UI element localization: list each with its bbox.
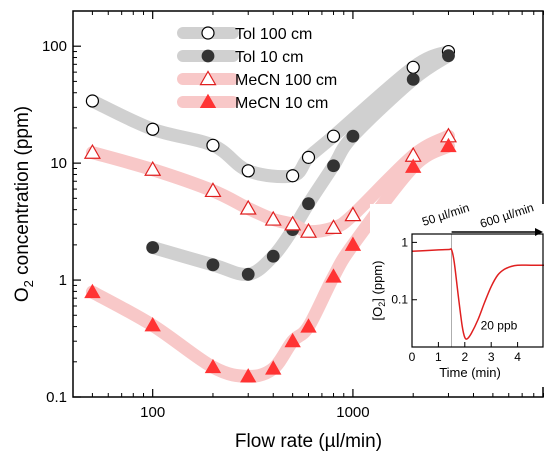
data-point-s1-p1 <box>206 258 220 272</box>
y-tick-label-2: 10 <box>50 155 67 172</box>
data-point-s3-p8 <box>344 236 362 251</box>
data-point-s0-p3 <box>241 164 255 178</box>
legend-label-3: MeCN 10 cm <box>235 95 328 112</box>
data-point-s2-p4 <box>264 210 282 226</box>
data-point-s2-p2 <box>204 182 222 198</box>
data-point-s3-p7 <box>325 268 342 283</box>
y-tick-label-1: 1 <box>59 272 67 289</box>
inset-y-tick-label-0: 0.1 <box>391 293 408 307</box>
data-point-s2-p0 <box>83 143 101 159</box>
x-tick-label-0: 100 <box>140 404 165 421</box>
data-point-s3-p0 <box>84 283 101 299</box>
inset-y-label-text: [O <box>370 307 385 321</box>
data-point-s2-p7 <box>324 219 343 235</box>
inset-plot: 0 1 2 3 40.11 50 µl/min 600 µl/min 20 ppb Ti… <box>370 200 544 387</box>
data-point-s1-p8 <box>406 73 420 86</box>
y-tick-label-0: 0.1 <box>46 389 67 406</box>
data-point-s0-p0 <box>85 94 100 108</box>
data-point-s0-p1 <box>146 122 160 136</box>
main-x-axis-label: Flow rate (µl/min) <box>235 431 382 452</box>
data-point-s3-p6 <box>300 318 317 333</box>
inset-annotation-20ppb: 20 ppb <box>481 319 518 333</box>
main-y-label-text: O <box>12 287 33 302</box>
svg-text:[O2] (ppm): [O2] (ppm) <box>370 261 387 321</box>
data-point-s1-p2 <box>241 267 255 281</box>
inset-x-tick-label-2: 2 <box>461 350 468 364</box>
inset-y-label-rest: ] (ppm) <box>370 261 385 302</box>
data-point-s3-p1 <box>144 317 161 332</box>
inset-y-axis-label: [O2] (ppm) <box>370 261 387 321</box>
inset-plot-frame <box>411 233 544 348</box>
x-tick-label-1: 1000 <box>336 404 369 421</box>
legend-marker-0 <box>201 26 215 40</box>
svg-text:O2 concentration (ppm): O2 concentration (ppm) <box>12 106 36 302</box>
main-y-axis-label: O2 concentration (ppm) <box>12 106 36 302</box>
data-point-s0-p7 <box>406 60 420 74</box>
legend: Tol 100 cm Tol 10 cm MeCN 100 cm MeCN 10 cm <box>177 26 337 112</box>
data-point-s2-p8 <box>344 206 362 222</box>
arrow-head <box>535 228 543 236</box>
inset-series <box>411 248 544 340</box>
data-point-s0-p5 <box>301 150 316 164</box>
main-y-label-subscript: 2 <box>21 280 36 287</box>
inset-y-label-subscript: 2 <box>377 302 387 307</box>
data-point-s3-p10 <box>440 137 457 153</box>
legend-marker-2 <box>199 70 217 86</box>
data-point-s1-p0 <box>146 241 160 254</box>
inset-axis-ticks: 0 1 2 3 4 0.1 1 <box>391 235 521 364</box>
data-point-s2-p6 <box>299 222 318 238</box>
inset-x-tick-label-1: 1 <box>435 350 442 364</box>
legend-marker-1 <box>201 49 215 63</box>
data-point-s3-p2 <box>204 358 222 374</box>
data-point-s2-p3 <box>239 199 257 215</box>
inset-x-tick-label-3: 3 <box>488 350 495 364</box>
data-point-s1-p9 <box>442 49 455 63</box>
inset-x-tick-label-4: 4 <box>514 350 521 364</box>
main-series-markers <box>83 44 457 383</box>
legend-marker-3 <box>199 93 217 109</box>
inset-x-axis-label: Time (min) <box>439 365 501 380</box>
series-band-0 <box>85 45 455 184</box>
series-band-1 <box>146 49 455 281</box>
data-point-s3-p3 <box>240 368 257 383</box>
data-point-s3-p5 <box>284 332 301 348</box>
data-point-s0-p2 <box>206 138 220 152</box>
inset-x-tick-label-0: 0 <box>409 350 416 364</box>
legend-label-1: Tol 10 cm <box>235 49 303 66</box>
data-point-s1-p6 <box>327 159 340 173</box>
main-y-label-rest: concentration (ppm) <box>12 106 33 280</box>
legend-label-0: Tol 100 cm <box>235 26 312 43</box>
data-point-s2-p5 <box>284 215 302 231</box>
data-point-s1-p3 <box>266 249 280 263</box>
inset-y-tick-label-1: 1 <box>401 235 408 249</box>
y-tick-label-3: 100 <box>42 38 67 55</box>
data-point-s0-p6 <box>326 129 341 143</box>
data-point-s3-p9 <box>405 158 422 173</box>
inset-flow-arrow <box>451 228 543 236</box>
inset-series-line-0 <box>411 248 544 340</box>
data-point-s1-p7 <box>346 129 360 143</box>
data-point-s1-p5 <box>302 197 315 211</box>
data-point-s3-p4 <box>265 360 282 375</box>
legend-label-2: MeCN 100 cm <box>235 72 337 89</box>
data-point-s0-p4 <box>286 169 300 183</box>
data-point-s2-p1 <box>144 160 162 176</box>
